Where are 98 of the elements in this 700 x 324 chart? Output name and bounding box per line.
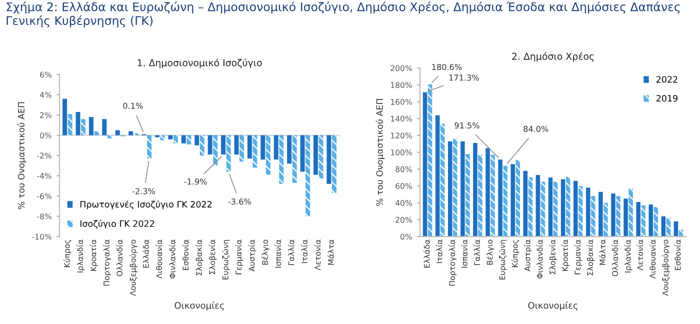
bar [287, 135, 292, 164]
bar [553, 182, 558, 237]
y-axis-title: % του Ονομαστικού ΑΕΠ [376, 99, 385, 206]
annotation: 0.1% [123, 102, 143, 109]
bar [503, 166, 508, 237]
bar [466, 154, 470, 237]
bar [247, 135, 252, 159]
bar [510, 164, 515, 237]
bar [440, 124, 445, 237]
chart-title: 2. Δημόσιο Χρέος [512, 52, 594, 62]
legend-label: 2019 [656, 95, 678, 102]
bar [107, 135, 112, 138]
annotation: 91.5% [454, 122, 480, 128]
bar [611, 194, 616, 237]
annotation: 180.6% [432, 64, 462, 70]
bar [88, 117, 94, 136]
bar [573, 180, 578, 237]
bar [628, 188, 633, 237]
annotation: 171.3% [449, 74, 479, 81]
bar [578, 186, 583, 237]
x-axis-title: Οικονομίες [174, 301, 224, 311]
bar [234, 135, 239, 155]
bar [221, 135, 226, 155]
bar [147, 135, 152, 159]
bar [448, 141, 452, 237]
bar [478, 154, 482, 237]
chart-title: 1. Δημοσιονομικό Ισοζύγιο [138, 58, 262, 68]
bar [160, 135, 165, 140]
x-axis-title: Οικονομίες [528, 301, 578, 311]
bar [306, 135, 310, 216]
bar [422, 92, 428, 237]
bar [616, 196, 620, 237]
bar [666, 218, 671, 237]
bar [81, 119, 86, 136]
bar [428, 84, 432, 237]
bar [624, 198, 628, 237]
bar [536, 175, 540, 237]
bar [435, 115, 440, 237]
legend-label: Ισοζύγιο ΓΚ 2022 [80, 220, 154, 229]
bar [200, 135, 204, 156]
bar [313, 135, 318, 175]
bar [540, 182, 546, 237]
y-axis-title: % του Ονομαστικού ΑΕΠ [17, 102, 26, 210]
annotation: 84.0% [524, 126, 548, 132]
bar [173, 135, 178, 144]
bar [641, 205, 646, 237]
annotation: -1.9% [184, 178, 207, 185]
bar [240, 135, 244, 162]
bar [181, 135, 186, 144]
bar [560, 179, 566, 237]
bar [128, 131, 134, 136]
bar [486, 148, 490, 237]
text: Σχήμα 2: Ελλάδα και Ευρωζώνη – Δημοσιονομικό Ισοζύγιο, Δημόσιο Χρέος, Δημόσια Έσοδα και Δημόσιες Δαπάνες Γενικής Κυβέρνησης (ΓΚ) [6, 2, 680, 28]
bar [648, 204, 653, 237]
bar [473, 143, 478, 237]
bar [252, 135, 258, 168]
bar [516, 160, 520, 237]
bar [654, 207, 658, 237]
bar [62, 98, 68, 136]
legend-label: 2022 [656, 76, 678, 83]
bar [266, 135, 270, 175]
bar [523, 170, 528, 237]
bar [326, 135, 332, 184]
bar [213, 135, 218, 166]
bar [226, 135, 231, 172]
bar [186, 135, 192, 144]
bar [453, 138, 458, 237]
bar [292, 135, 297, 183]
bar [102, 119, 107, 136]
bar [566, 176, 570, 237]
bar [300, 135, 305, 172]
bar [168, 135, 173, 140]
legend-label: Πρωτογενές Ισοζύγιο ΓΚ 2022 [80, 200, 212, 210]
bar [460, 141, 465, 237]
bar [604, 202, 608, 237]
bar [76, 112, 80, 136]
bar [194, 135, 200, 146]
bar [318, 135, 324, 179]
bar [260, 135, 266, 160]
bar [674, 221, 678, 237]
bar [548, 178, 553, 237]
bar [208, 135, 212, 155]
annotation: -3.6% [228, 198, 251, 205]
bar [636, 202, 640, 237]
annotation: -2.3% [132, 188, 155, 194]
bar [586, 188, 590, 237]
bar [490, 154, 495, 237]
bar [598, 192, 603, 237]
bar [68, 114, 72, 136]
bar [115, 130, 120, 136]
bar [661, 216, 666, 237]
bar [498, 159, 502, 237]
bar [591, 196, 596, 237]
bar [332, 135, 336, 193]
bar [274, 135, 278, 160]
bar [279, 135, 284, 184]
bar [94, 131, 99, 136]
bar [528, 178, 533, 237]
